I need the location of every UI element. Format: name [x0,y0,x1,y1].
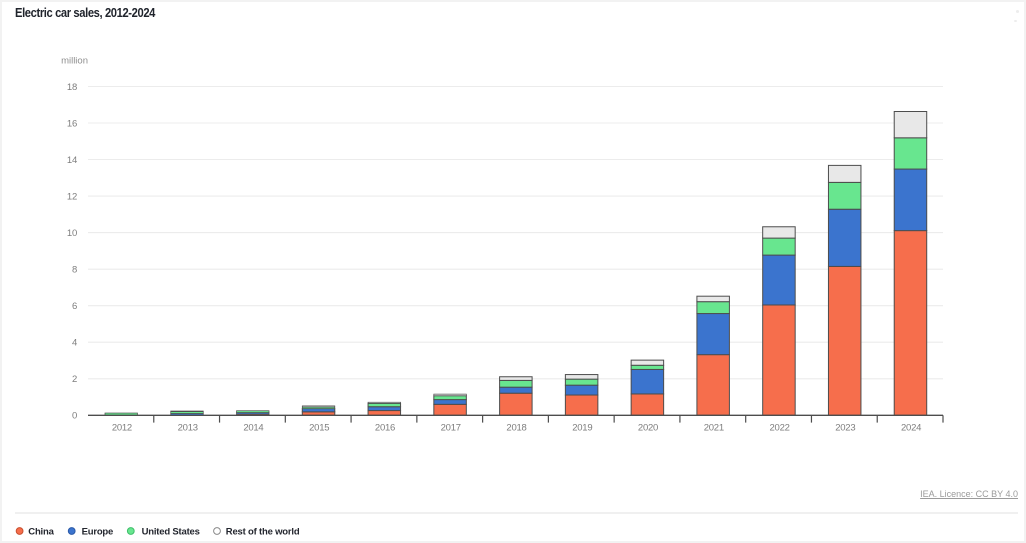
svg-text:2013: 2013 [178,423,198,434]
svg-text:14: 14 [67,155,77,166]
svg-text:4: 4 [72,338,77,349]
svg-text:10: 10 [67,228,77,239]
svg-text:2: 2 [72,374,77,385]
svg-text:2014: 2014 [243,423,263,434]
svg-text:2015: 2015 [309,423,329,434]
svg-text:2019: 2019 [572,423,592,434]
svg-text:2016: 2016 [375,423,395,434]
svg-text:million: million [61,56,88,67]
svg-text:16: 16 [67,118,77,129]
svg-text:8: 8 [72,265,77,276]
svg-text:2023: 2023 [835,423,855,434]
svg-text:China: China [28,526,54,537]
svg-text:2024: 2024 [901,423,921,434]
svg-text:2012: 2012 [112,423,132,434]
svg-text:6: 6 [72,301,77,312]
svg-text:Europe: Europe [82,526,114,537]
svg-text:18: 18 [67,82,77,93]
svg-text:12: 12 [67,192,77,203]
svg-text:2021: 2021 [704,423,724,434]
svg-text:Rest of the world: Rest of the world [226,526,300,537]
svg-text:2017: 2017 [441,423,461,434]
svg-text:United States: United States [142,526,200,537]
svg-text:2022: 2022 [770,423,790,434]
svg-text:0: 0 [72,411,77,422]
svg-text:2018: 2018 [506,423,526,434]
svg-text:2020: 2020 [638,423,658,434]
